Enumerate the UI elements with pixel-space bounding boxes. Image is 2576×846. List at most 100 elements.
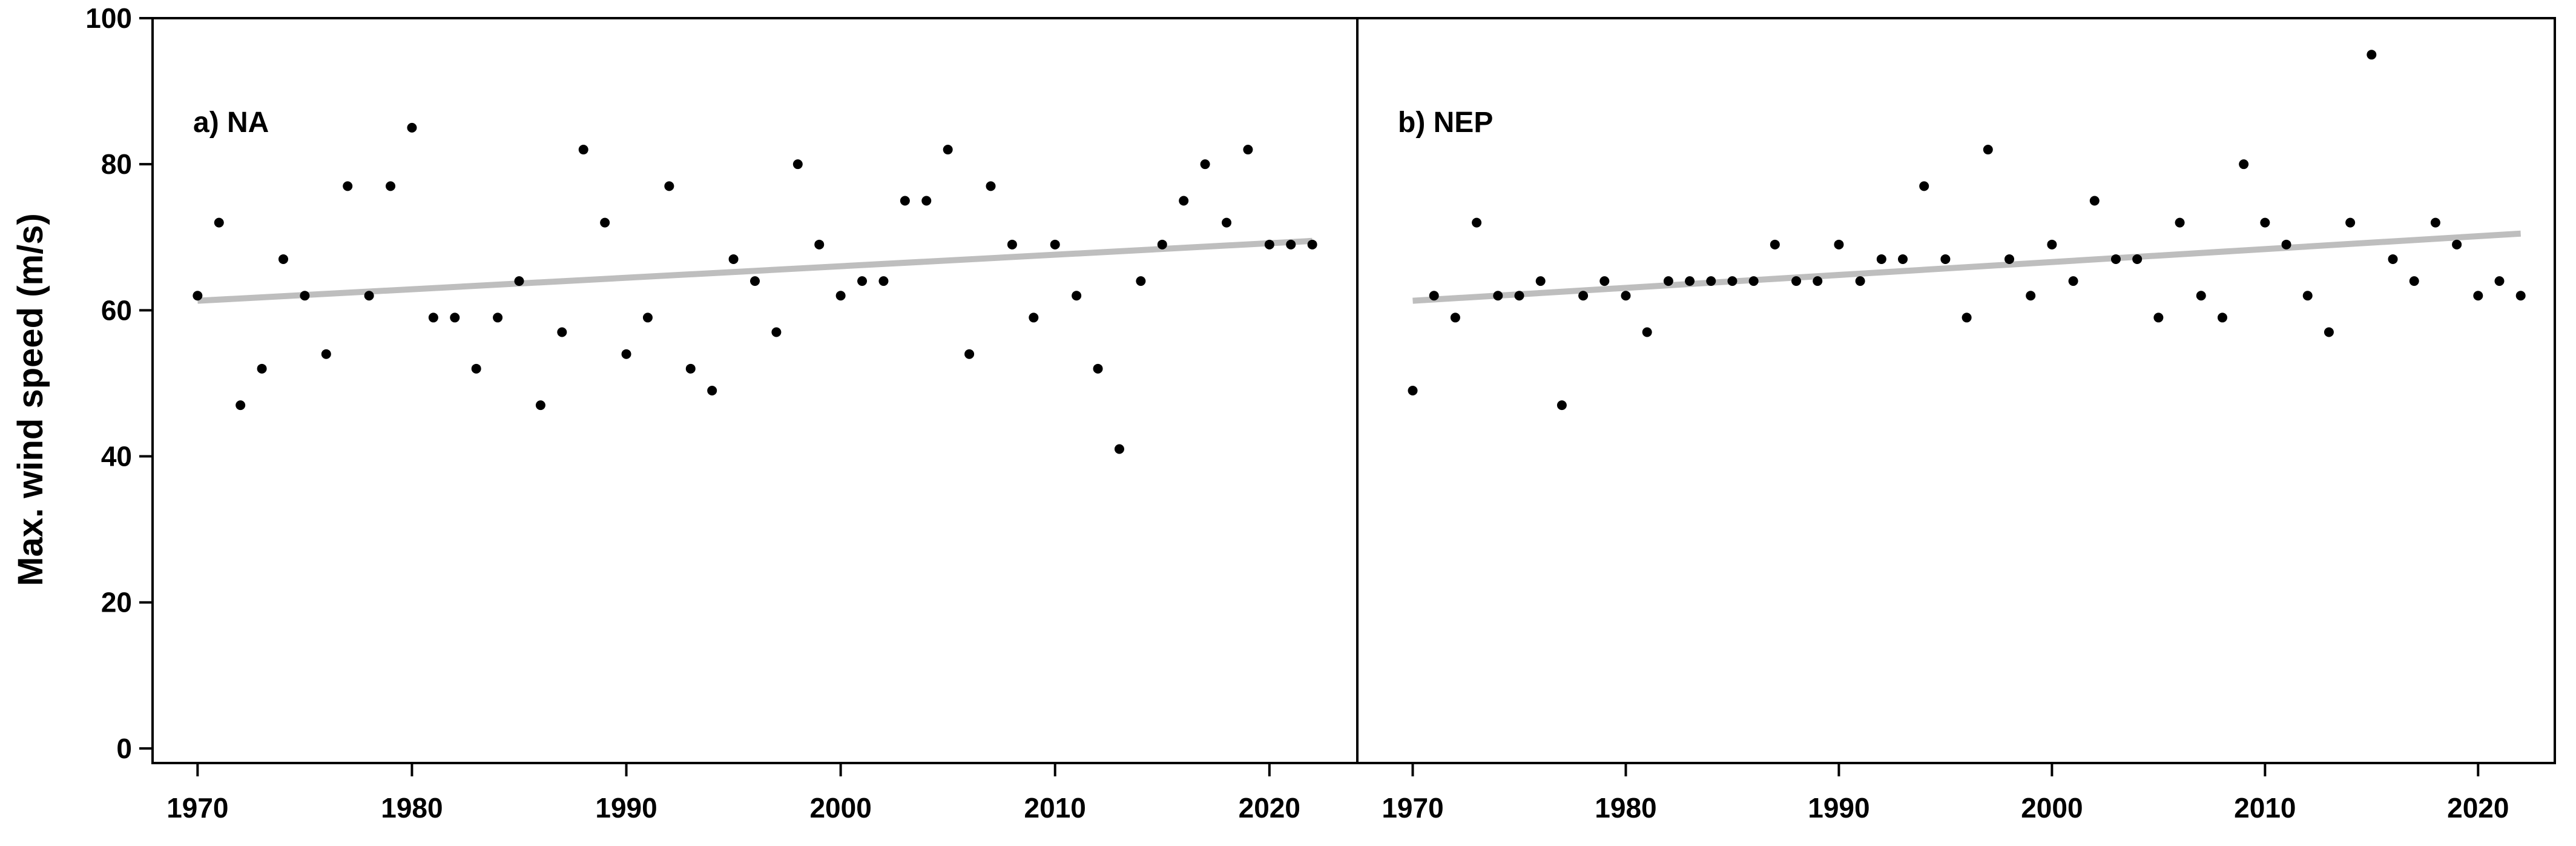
panel-na: a) NA 1970 1980 1990 2000 2010 2020: [166, 107, 1317, 824]
data-point: [2281, 239, 2291, 250]
x-tick-label: 1990: [1808, 792, 1869, 824]
x-tick-label: 2020: [2447, 792, 2509, 824]
data-point: [557, 327, 567, 337]
data-point: [600, 217, 610, 228]
data-point: [878, 276, 889, 286]
data-point: [1514, 291, 1524, 301]
x-tick-label: 1980: [1595, 792, 1656, 824]
data-point: [1535, 276, 1546, 286]
data-point: [986, 181, 996, 191]
data-point: [1791, 276, 1802, 286]
data-point: [2302, 291, 2313, 301]
data-point: [2430, 217, 2440, 228]
data-point: [685, 363, 696, 374]
data-point: [835, 291, 846, 301]
data-point: [2494, 276, 2505, 286]
data-point: [428, 312, 438, 323]
y-tick-label: 20: [101, 587, 132, 618]
y-tick-label: 80: [101, 148, 132, 180]
data-point: [1050, 239, 1060, 250]
data-point: [814, 239, 825, 250]
axes-layer: 0 20 40 60 80 100: [85, 2, 2556, 764]
data-point: [1264, 239, 1274, 250]
data-point: [1136, 276, 1146, 286]
data-point: [2153, 312, 2164, 323]
data-point: [193, 291, 203, 301]
data-point: [1029, 312, 1039, 323]
panels-layer: a) NA 1970 1980 1990 2000 2010 2020 b) NEP 1970 1…: [166, 50, 2526, 824]
data-point: [535, 400, 545, 411]
x-tick-label: 1970: [1382, 792, 1443, 824]
data-point: [386, 181, 396, 191]
data-point: [450, 312, 460, 323]
data-point: [1685, 276, 1695, 286]
data-point: [257, 363, 267, 374]
data-point: [1663, 276, 1673, 286]
data-point: [2324, 327, 2334, 337]
data-point: [792, 159, 803, 170]
data-point: [707, 386, 717, 395]
data-point: [1286, 239, 1296, 250]
x-tick-label: 2010: [2234, 792, 2296, 824]
data-point: [1834, 239, 1844, 250]
data-point: [2388, 254, 2398, 264]
data-point: [1493, 291, 1503, 301]
data-point: [1072, 291, 1082, 301]
panel-label: a) NA: [193, 107, 269, 139]
data-point: [471, 363, 481, 374]
data-point: [493, 312, 503, 323]
panel-label: b) NEP: [1398, 107, 1493, 139]
data-point: [664, 181, 674, 191]
data-point: [1450, 312, 1460, 323]
data-point: [1007, 239, 1017, 250]
data-point: [1898, 254, 1908, 264]
data-point: [2196, 291, 2206, 301]
data-point: [1706, 276, 1716, 286]
data-point: [728, 254, 739, 264]
data-point: [964, 349, 975, 359]
plot-frame: [151, 17, 2556, 764]
y-tick-label: 40: [101, 441, 132, 472]
data-point: [1556, 400, 1567, 411]
data-point: [2089, 196, 2100, 206]
data-point: [514, 276, 524, 286]
data-point: [321, 349, 331, 359]
data-point: [2110, 254, 2121, 264]
data-point: [1983, 145, 1993, 155]
data-point: [943, 145, 953, 155]
data-point: [921, 196, 932, 206]
data-point: [1114, 444, 1124, 454]
data-point: [2132, 254, 2143, 264]
data-point: [2004, 254, 2014, 264]
data-point: [1307, 239, 1317, 250]
x-tick-label: 1980: [381, 792, 443, 824]
y-axis-title: Max. wind speed (m/s): [11, 213, 50, 586]
data-point: [2260, 217, 2270, 228]
data-point: [2367, 50, 2377, 60]
data-point: [578, 145, 588, 155]
data-point: [2473, 291, 2483, 301]
data-point: [1179, 196, 1189, 206]
data-point: [1962, 312, 1972, 323]
data-point: [1200, 159, 1210, 170]
data-point: [343, 181, 353, 191]
data-point: [2175, 217, 2185, 228]
x-tick-label: 1970: [166, 792, 228, 824]
data-point: [1599, 276, 1610, 286]
data-point: [1243, 145, 1253, 155]
data-point: [1093, 363, 1103, 374]
data-point: [364, 291, 374, 301]
data-point: [300, 291, 310, 301]
data-point: [1770, 239, 1780, 250]
data-point: [1578, 291, 1589, 301]
data-point: [750, 276, 760, 286]
data-point: [1940, 254, 1951, 264]
x-tick-label: 2000: [809, 792, 871, 824]
x-tick-label: 1990: [595, 792, 657, 824]
data-point: [1876, 254, 1886, 264]
data-point: [278, 254, 288, 264]
data-point: [2026, 291, 2036, 301]
data-point: [857, 276, 868, 286]
data-point: [2047, 239, 2057, 250]
data-point: [1472, 217, 1482, 228]
